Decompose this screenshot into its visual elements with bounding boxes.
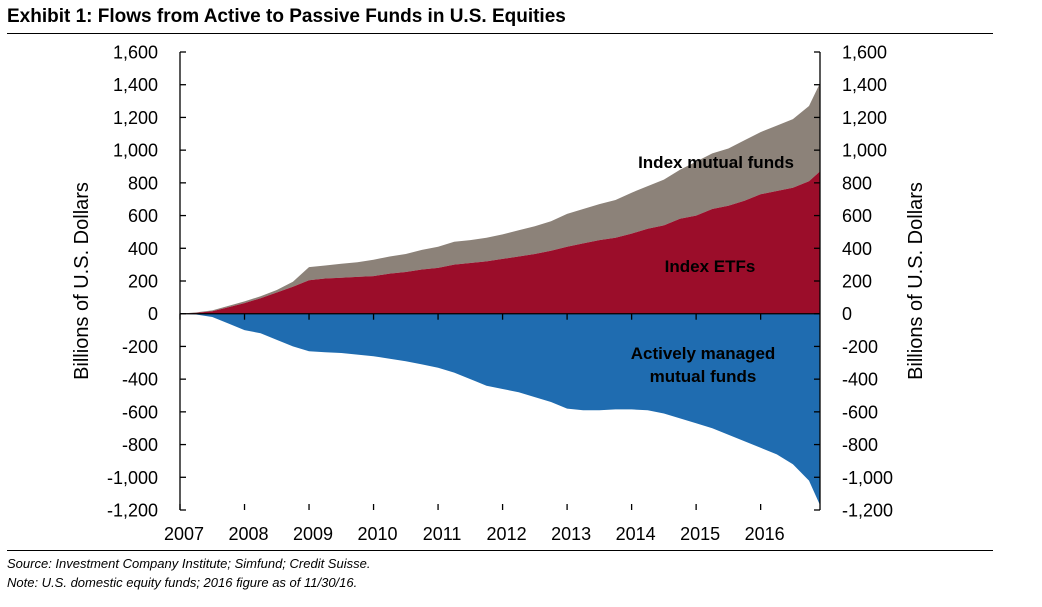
left-y-tick-label: 1,400: [113, 75, 158, 95]
x-tick-label: 2010: [358, 524, 398, 544]
left-y-tick-label: -1,000: [107, 468, 158, 488]
actively-managed-label-line: Actively managed: [631, 344, 776, 363]
actively-managed-label: Actively managed mutual funds: [631, 344, 776, 386]
left-y-tick-label: 800: [128, 173, 158, 193]
index-etfs-label: Index ETFs: [665, 257, 756, 276]
index-mutual-funds-label: Index mutual funds: [638, 153, 794, 172]
series-area-actively-managed-mutual-funds: [180, 313, 820, 506]
series-area-index-mutual-funds: [180, 83, 820, 314]
right-y-tick-label: -1,000: [842, 468, 893, 488]
right-y-tick-label: 800: [842, 173, 872, 193]
data-note: Note: U.S. domestic equity funds; 2016 f…: [7, 575, 358, 590]
right-y-tick-label: 200: [842, 272, 872, 292]
axes-layer: 1,600 1,600 1,400 1,400 1,200 1,200 1,000 1,000…: [71, 43, 927, 545]
left-y-tick-label: 200: [128, 272, 158, 292]
footer-rule: [7, 550, 993, 551]
right-y-tick-label: -200: [842, 337, 878, 357]
left-y-axis-label: Billions of U.S. Dollars: [71, 182, 93, 380]
left-y-tick-label: 1,600: [113, 43, 158, 63]
x-tick-label: 2014: [616, 524, 656, 544]
left-y-tick-label: 0: [148, 304, 158, 324]
left-y-tick-label: -800: [122, 435, 158, 455]
left-y-tick-label: 1,000: [113, 141, 158, 161]
source-note: Source: Investment Company Institute; Si…: [7, 556, 371, 571]
series-area-index-etfs: [180, 171, 820, 314]
x-tick-label: 2009: [293, 524, 333, 544]
left-y-tick-label: -400: [122, 370, 158, 390]
right-y-tick-label: 1,600: [842, 43, 887, 63]
right-y-tick-label: -800: [842, 435, 878, 455]
left-y-tick-label: -600: [122, 402, 158, 422]
x-tick-label: 2016: [745, 524, 785, 544]
left-y-tick-label: -200: [122, 337, 158, 357]
left-y-tick-label: 1,200: [113, 108, 158, 128]
right-y-tick-label: 1,400: [842, 75, 887, 95]
x-tick-label: 2015: [680, 524, 720, 544]
right-y-tick-label: -400: [842, 370, 878, 390]
x-tick-label: 2013: [551, 524, 591, 544]
title-rule: [7, 33, 993, 34]
right-y-tick-label: 0: [842, 304, 852, 324]
x-tick-label: 2008: [228, 524, 268, 544]
right-y-tick-label: -600: [842, 402, 878, 422]
left-y-tick-label: 600: [128, 206, 158, 226]
actively-managed-label-line: mutual funds: [650, 367, 757, 386]
right-y-tick-label: 1,000: [842, 141, 887, 161]
x-tick-label: 2007: [164, 524, 204, 544]
right-y-tick-label: 400: [842, 239, 872, 259]
right-y-tick-label: -1,200: [842, 501, 893, 521]
x-tick-label: 2012: [487, 524, 527, 544]
right-y-axis-label: Billions of U.S. Dollars: [905, 182, 927, 380]
right-y-tick-label: 1,200: [842, 108, 887, 128]
right-y-tick-label: 600: [842, 206, 872, 226]
left-y-tick-label: -1,200: [107, 501, 158, 521]
x-tick-label: 2011: [423, 524, 462, 544]
left-y-tick-label: 400: [128, 239, 158, 259]
exhibit-title: Exhibit 1: Flows from Active to Passive …: [7, 6, 566, 27]
labels-layer: Index mutual funds Index ETFs Actively man…: [631, 153, 794, 386]
areas-layer: [180, 83, 820, 506]
